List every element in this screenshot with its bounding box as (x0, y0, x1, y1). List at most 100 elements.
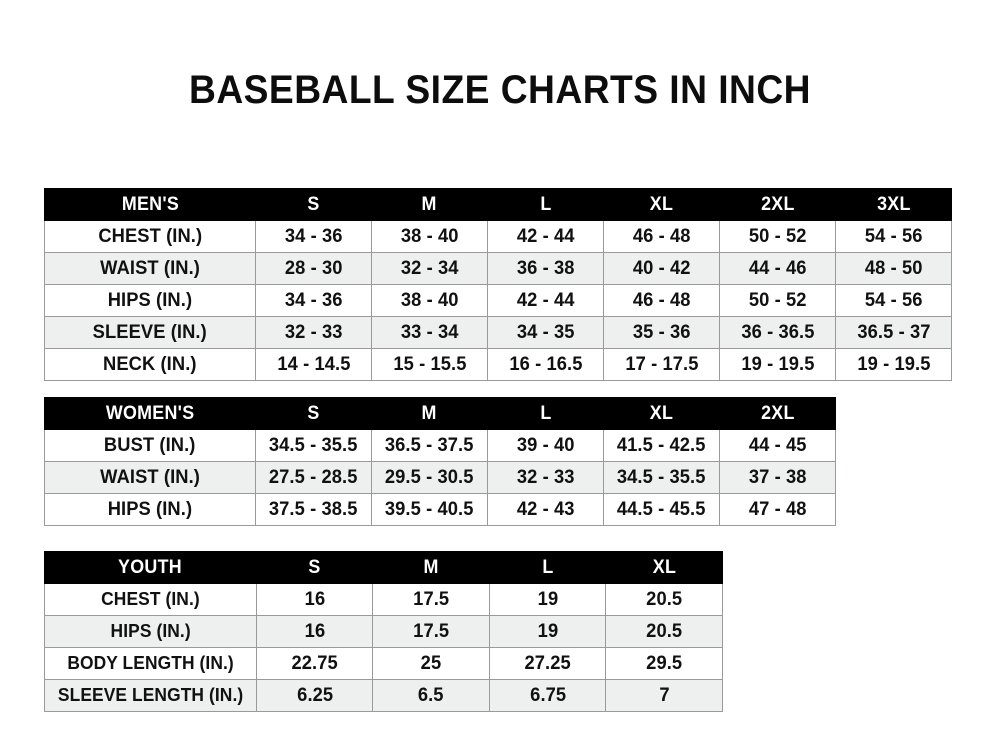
mens-measure-cell: 50 - 52 (719, 284, 836, 317)
mens-measure-cell: 16 - 16.5 (487, 348, 604, 381)
youth-measure-cell: 7 (605, 679, 723, 712)
womens-column-header-2xl: 2XL (719, 397, 836, 430)
youth-column-header-s: S (255, 551, 374, 584)
youth-row-label: BODY LENGTH (IN.) (44, 647, 257, 680)
mens-measure-cell: 38 - 40 (371, 220, 488, 253)
table-row: NECK (IN.) 14 - 14.5 15 - 15.5 16 - 16.5 17 … (44, 348, 952, 381)
womens-row-label: WAIST (IN.) (44, 461, 256, 494)
mens-size-table: MEN'S S M L XL 2XL 3XL CHEST (IN.) 34 - 36 38 - 4… (44, 188, 952, 381)
mens-column-header-3xl: 3XL (835, 188, 952, 221)
womens-measure-cell: 42 - 43 (487, 493, 604, 526)
womens-measure-cell: 27.5 - 28.5 (255, 461, 372, 494)
youth-measure-cell: 20.5 (605, 615, 723, 648)
mens-measure-cell: 19 - 19.5 (719, 348, 836, 381)
table-row: HIPS (IN.) 37.5 - 38.5 39.5 - 40.5 42 - 43 4… (44, 493, 836, 526)
youth-measure-cell: 20.5 (605, 583, 723, 616)
table-row: CHEST (IN.) 16 17.5 19 20.5 (44, 583, 723, 616)
mens-column-header-s: S (255, 188, 372, 221)
youth-row-label: CHEST (IN.) (44, 583, 257, 616)
womens-measure-cell: 41.5 - 42.5 (603, 429, 720, 462)
womens-measure-cell: 39.5 - 40.5 (371, 493, 488, 526)
mens-measure-cell: 34 - 35 (487, 316, 604, 349)
mens-measure-cell: 35 - 36 (603, 316, 720, 349)
table-row: CHEST (IN.) 34 - 36 38 - 40 42 - 44 46 - 48 5… (44, 220, 952, 253)
womens-size-table: WOMEN'S S M L XL 2XL BUST (IN.) 34.5 - 35.5 36.5… (44, 397, 836, 526)
womens-measure-cell: 34.5 - 35.5 (255, 429, 372, 462)
table-header-row: WOMEN'S S M L XL 2XL (44, 397, 836, 430)
womens-row-label: HIPS (IN.) (44, 493, 256, 526)
youth-column-header-l: L (488, 551, 607, 584)
womens-column-header-xl: XL (603, 397, 720, 430)
table-row: WAIST (IN.) 27.5 - 28.5 29.5 - 30.5 32 - 33… (44, 461, 836, 494)
youth-row-label: SLEEVE LENGTH (IN.) (44, 679, 257, 712)
youth-corner-label: YOUTH (44, 551, 257, 584)
mens-row-label: SLEEVE (IN.) (44, 316, 256, 349)
mens-measure-cell: 28 - 30 (255, 252, 372, 285)
mens-measure-cell: 42 - 44 (487, 220, 604, 253)
table-row: BODY LENGTH (IN.) 22.75 25 27.25 29.5 (44, 647, 723, 680)
mens-row-label: HIPS (IN.) (44, 284, 256, 317)
youth-row-label: HIPS (IN.) (44, 615, 257, 648)
mens-measure-cell: 42 - 44 (487, 284, 604, 317)
youth-measure-cell: 19 (488, 615, 607, 648)
mens-row-label: NECK (IN.) (44, 348, 256, 381)
table-header-row: YOUTH S M L XL (44, 551, 723, 584)
womens-column-header-l: L (487, 397, 604, 430)
mens-measure-cell: 44 - 46 (719, 252, 836, 285)
mens-column-header-2xl: 2XL (719, 188, 836, 221)
womens-column-header-s: S (255, 397, 372, 430)
mens-measure-cell: 36.5 - 37 (835, 316, 952, 349)
womens-measure-cell: 32 - 33 (487, 461, 604, 494)
mens-measure-cell: 34 - 36 (255, 220, 372, 253)
mens-measure-cell: 54 - 56 (835, 220, 952, 253)
mens-corner-label: MEN'S (44, 188, 256, 221)
table-row: SLEEVE (IN.) 32 - 33 33 - 34 34 - 35 35 - 36… (44, 316, 952, 349)
mens-measure-cell: 34 - 36 (255, 284, 372, 317)
womens-measure-cell: 37 - 38 (719, 461, 836, 494)
youth-measure-cell: 17.5 (372, 615, 490, 648)
table-row: BUST (IN.) 34.5 - 35.5 36.5 - 37.5 39 - 40 4… (44, 429, 836, 462)
womens-measure-cell: 36.5 - 37.5 (371, 429, 488, 462)
womens-row-label: BUST (IN.) (44, 429, 256, 462)
youth-measure-cell: 29.5 (605, 647, 723, 680)
youth-measure-cell: 17.5 (372, 583, 490, 616)
mens-row-label: CHEST (IN.) (44, 220, 256, 253)
youth-measure-cell: 27.25 (488, 647, 607, 680)
mens-measure-cell: 46 - 48 (603, 220, 720, 253)
table-row: HIPS (IN.) 16 17.5 19 20.5 (44, 615, 723, 648)
youth-column-header-m: M (372, 551, 490, 584)
mens-measure-cell: 36 - 36.5 (719, 316, 836, 349)
table-row: SLEEVE LENGTH (IN.) 6.25 6.5 6.75 7 (44, 679, 723, 712)
mens-measure-cell: 48 - 50 (835, 252, 952, 285)
mens-measure-cell: 40 - 42 (603, 252, 720, 285)
mens-measure-cell: 15 - 15.5 (371, 348, 488, 381)
youth-measure-cell: 16 (255, 583, 374, 616)
mens-row-label: WAIST (IN.) (44, 252, 256, 285)
mens-measure-cell: 50 - 52 (719, 220, 836, 253)
table-row: HIPS (IN.) 34 - 36 38 - 40 42 - 44 46 - 48 50… (44, 284, 952, 317)
womens-measure-cell: 39 - 40 (487, 429, 604, 462)
womens-column-header-m: M (371, 397, 488, 430)
mens-measure-cell: 14 - 14.5 (255, 348, 372, 381)
mens-measure-cell: 46 - 48 (603, 284, 720, 317)
mens-measure-cell: 36 - 38 (487, 252, 604, 285)
mens-measure-cell: 32 - 33 (255, 316, 372, 349)
mens-column-header-m: M (371, 188, 488, 221)
mens-column-header-l: L (487, 188, 604, 221)
youth-size-table: YOUTH S M L XL CHEST (IN.) 16 17.5 19 20.5 HIPS (I… (44, 551, 723, 712)
womens-measure-cell: 44 - 45 (719, 429, 836, 462)
youth-measure-cell: 16 (255, 615, 374, 648)
womens-measure-cell: 29.5 - 30.5 (371, 461, 488, 494)
table-row: WAIST (IN.) 28 - 30 32 - 34 36 - 38 40 - 42 4… (44, 252, 952, 285)
mens-measure-cell: 38 - 40 (371, 284, 488, 317)
womens-measure-cell: 47 - 48 (719, 493, 836, 526)
youth-measure-cell: 25 (372, 647, 490, 680)
womens-measure-cell: 34.5 - 35.5 (603, 461, 720, 494)
womens-measure-cell: 44.5 - 45.5 (603, 493, 720, 526)
womens-measure-cell: 37.5 - 38.5 (255, 493, 372, 526)
youth-measure-cell: 6.75 (488, 679, 607, 712)
mens-measure-cell: 19 - 19.5 (835, 348, 952, 381)
womens-corner-label: WOMEN'S (44, 397, 256, 430)
youth-measure-cell: 6.5 (372, 679, 490, 712)
